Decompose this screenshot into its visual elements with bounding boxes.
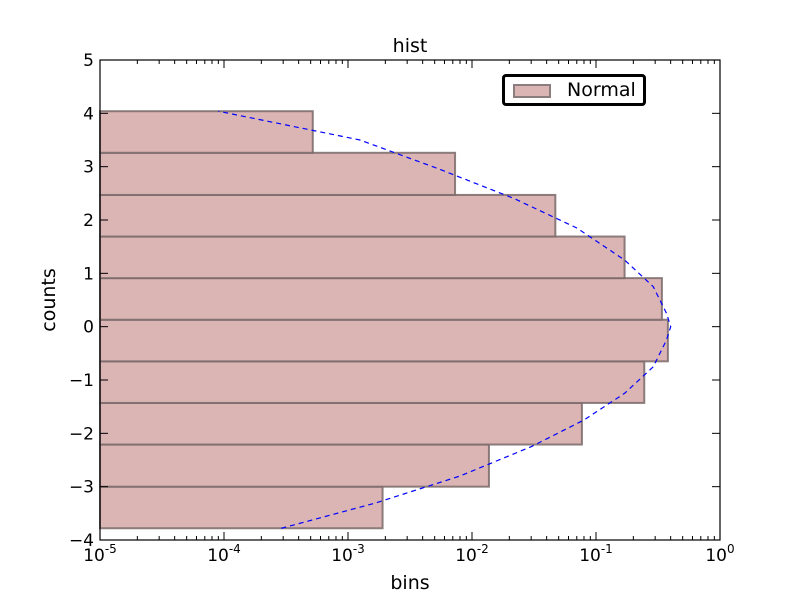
y-tick-label: −4 <box>69 531 94 551</box>
y-tick-label: 5 <box>83 51 94 71</box>
hist-bar <box>99 235 626 280</box>
hist-bar <box>99 110 314 154</box>
hist-bar <box>99 360 646 404</box>
hist-bar <box>99 443 490 488</box>
y-axis-label: counts <box>38 268 60 332</box>
hist-bar <box>99 401 583 446</box>
y-tick-label: 2 <box>83 211 94 231</box>
hist-bar <box>99 318 669 363</box>
y-tick-label: 1 <box>83 264 94 284</box>
normal-curve-line <box>218 110 672 529</box>
chart-title: hist <box>393 35 428 57</box>
x-axis-label: bins <box>390 572 429 594</box>
x-tick-label: 10-3 <box>331 542 365 566</box>
curve-layer <box>218 110 672 529</box>
y-tick-label: −2 <box>69 424 94 444</box>
hist-bar <box>99 193 557 238</box>
x-tick-label: 10-5 <box>83 542 117 566</box>
ticks-layer: 10-5 10-4 10-3 10-2 10-1 100 −4 −3 −2 −1 0 1 2 3 4 5 <box>69 51 735 566</box>
y-tick-label: 3 <box>83 158 94 178</box>
legend-swatch <box>513 84 551 98</box>
y-tick-label: −1 <box>69 371 94 391</box>
hist-bar <box>99 277 663 321</box>
axes-frame <box>99 59 721 541</box>
y-tick-label: 4 <box>83 104 94 124</box>
x-tick-label: 10-4 <box>207 542 241 566</box>
x-tick-label: 10-2 <box>455 542 489 566</box>
y-tick-label: −3 <box>69 478 94 498</box>
y-tick-label: 0 <box>83 318 94 338</box>
x-tick-label: 100 <box>705 542 734 566</box>
legend-label: Normal <box>567 79 636 101</box>
hist-bar <box>99 485 384 530</box>
x-tick-label: 10-1 <box>579 542 613 566</box>
hist-bar <box>99 151 457 196</box>
legend: Normal <box>502 74 646 106</box>
bars-layer <box>99 110 669 530</box>
